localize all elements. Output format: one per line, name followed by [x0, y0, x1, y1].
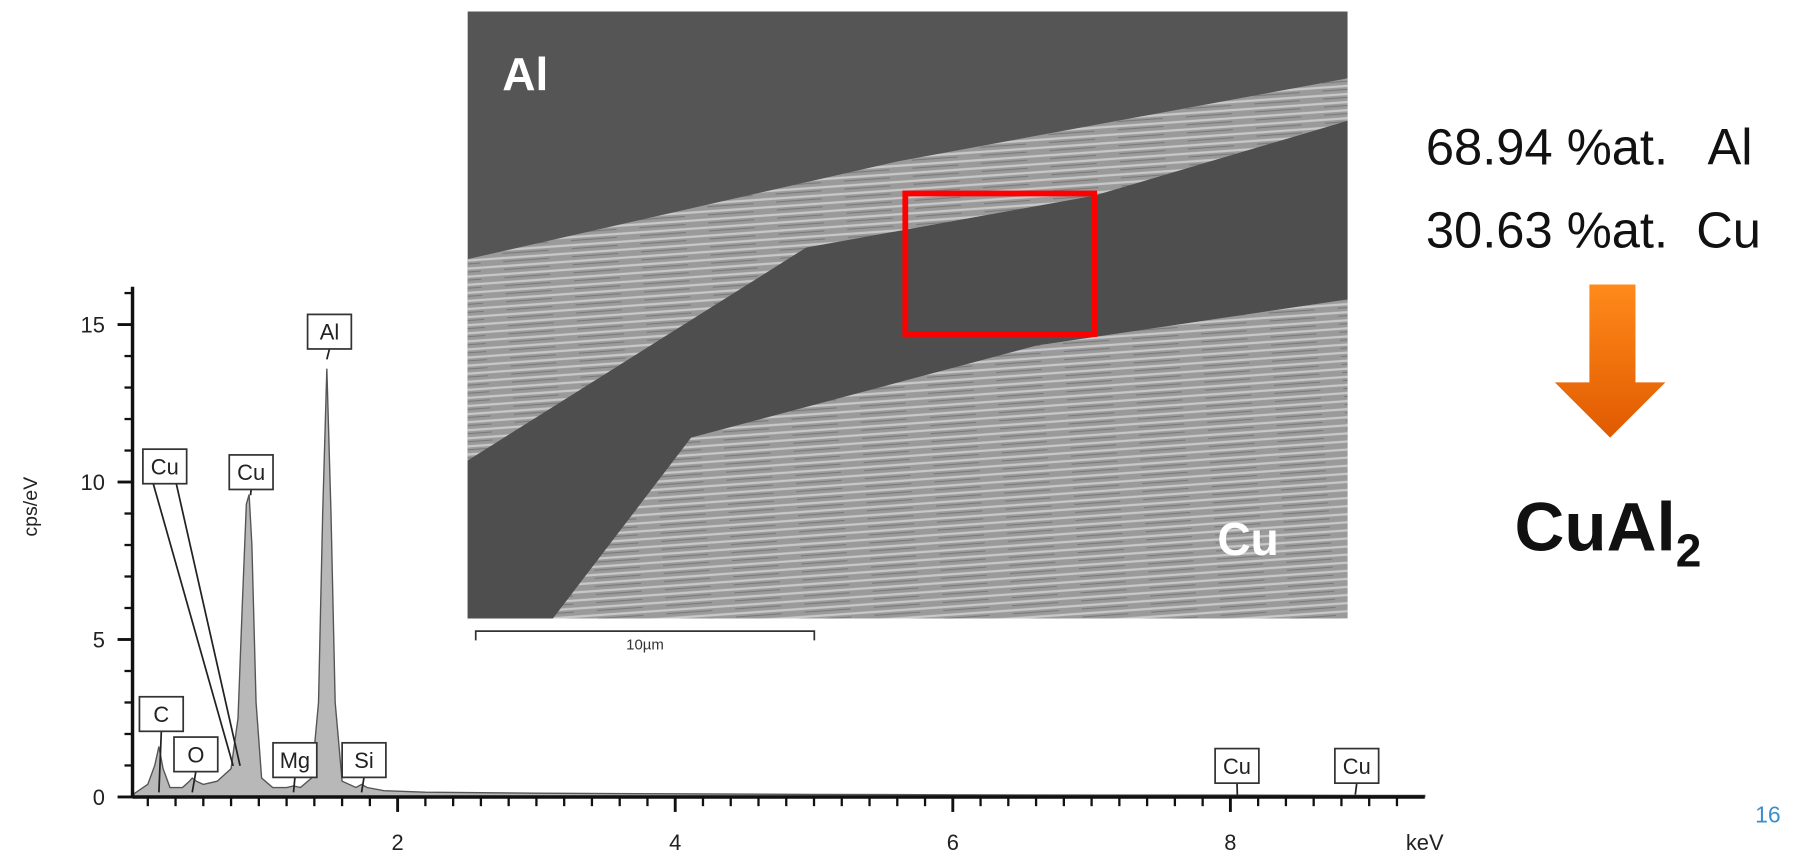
peak-label: Cu	[151, 454, 179, 479]
x-tick-label: 2	[392, 830, 404, 855]
peak-leader	[327, 349, 330, 359]
composition-line: 30.63 %at. Cu	[1426, 202, 1761, 259]
image-label: Al	[502, 48, 548, 100]
page-number: 16	[1755, 801, 1781, 827]
image-label: Cu	[1217, 513, 1278, 565]
peak-leader	[1355, 783, 1356, 795]
sem-image: Al Cu 10µm	[468, 12, 1348, 654]
composition-line: 68.94 %at. Al	[1426, 119, 1753, 176]
y-tick-label: 5	[93, 628, 105, 653]
peak-label: Cu	[237, 460, 265, 485]
y-tick-label: 15	[81, 313, 105, 338]
x-tick-label: 4	[669, 830, 681, 855]
arrow	[1555, 284, 1666, 437]
x-axis-label: keV	[1406, 830, 1444, 855]
formula-subscript: 2	[1676, 525, 1702, 577]
formula-base: CuAl	[1515, 488, 1676, 566]
peak-label: Cu	[1223, 754, 1251, 779]
formula: CuAl2	[1515, 488, 1702, 577]
y-tick-label: 0	[93, 785, 105, 810]
peak-label: Cu	[1343, 754, 1371, 779]
peak-label: Al	[320, 320, 339, 345]
scale-bar-label: 10µm	[626, 637, 664, 654]
peak-label: Mg	[280, 748, 310, 773]
slide: Al Cu 10µm 68.94 %at. Al 30.63 %at. Cu C…	[0, 0, 1806, 858]
peak-label: O	[187, 742, 204, 767]
peak-label: Si	[354, 748, 373, 773]
peak-label: C	[153, 702, 169, 727]
x-tick-label: 6	[947, 830, 959, 855]
x-tick-label: 8	[1224, 830, 1236, 855]
page: Al Cu 10µm 68.94 %at. Al 30.63 %at. Cu C…	[0, 0, 1806, 858]
y-axis-label: cps/eV	[20, 477, 42, 537]
y-tick-label: 10	[81, 470, 105, 495]
peak-leader	[176, 484, 240, 766]
